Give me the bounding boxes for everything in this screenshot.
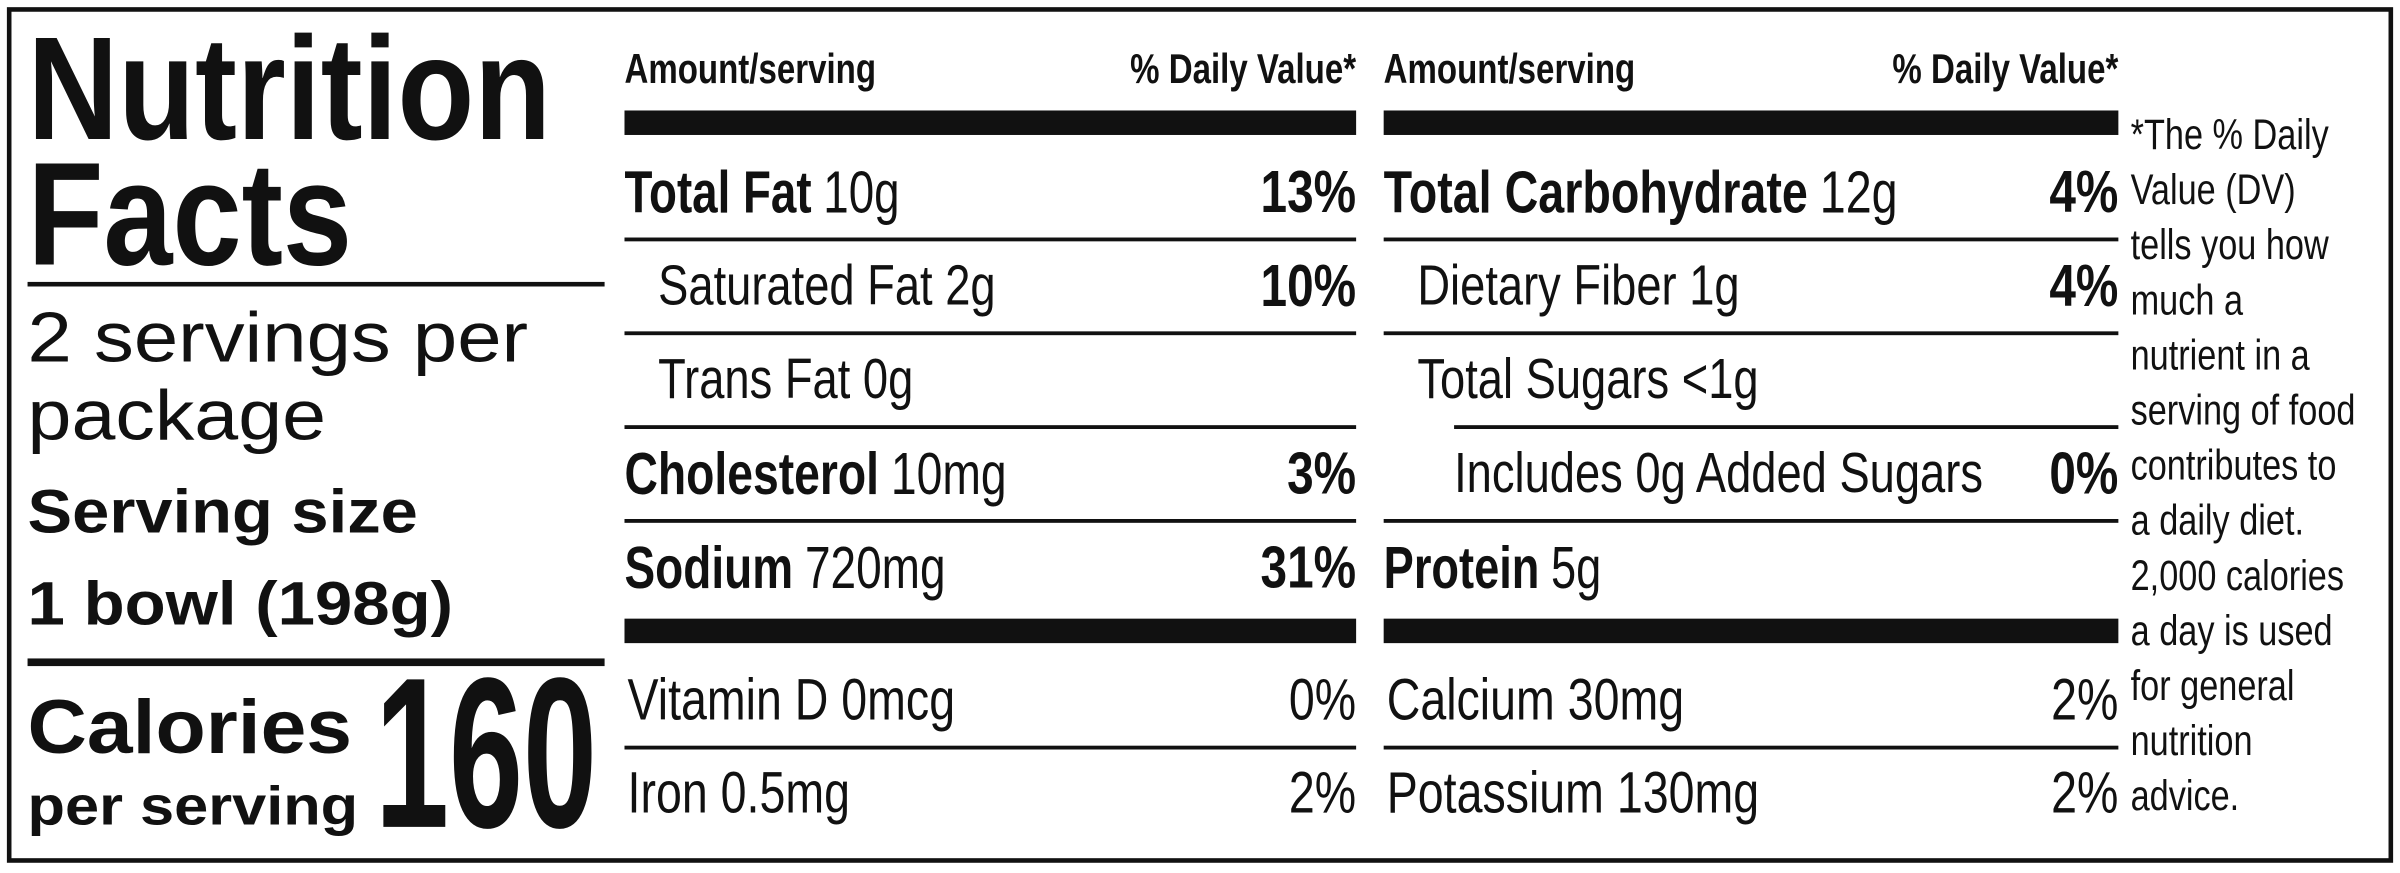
nutrient-name: Saturated Fat 2g xyxy=(658,254,995,317)
row-divider xyxy=(1383,519,2119,523)
footnote-line: 2,000 calories xyxy=(2131,552,2344,600)
footnote-line: *The % Daily xyxy=(2131,111,2330,159)
thick-bar xyxy=(624,618,1357,644)
thick-bar xyxy=(1383,110,2119,135)
daily-value: 10% xyxy=(1261,252,1357,319)
mineral-dv: 2% xyxy=(2051,667,2118,732)
nutrient-amount: 5g xyxy=(1551,533,1601,600)
column-header: % Daily Value* xyxy=(1130,46,1357,92)
footnote-line: for general xyxy=(2131,662,2295,710)
nutrient-amount: 720mg xyxy=(805,533,946,600)
row-divider xyxy=(1383,745,2119,750)
calories-value: 160 xyxy=(375,634,597,873)
thick-bar xyxy=(624,110,1357,135)
serving-size-value: 1 bowl (198g) xyxy=(28,569,454,637)
nutrient-row: Total Sugars <1g xyxy=(1417,348,1758,411)
nutrient-row: Includes 0g Added Sugars xyxy=(1454,442,1983,505)
servings-line: 2 servings per xyxy=(28,298,529,377)
nutrient-name: Includes 0g Added Sugars xyxy=(1454,442,1983,505)
daily-value: 3% xyxy=(1287,440,1356,507)
footnote-line: nutrient in a xyxy=(2131,331,2310,379)
footnote-line: a day is used xyxy=(2131,607,2333,655)
nutrient-name: Total Fat xyxy=(624,158,811,225)
divider xyxy=(27,281,605,287)
footnote-line: serving of food xyxy=(2131,386,2356,434)
nutrient-amount: 10mg xyxy=(891,440,1007,507)
serving-size-label: Serving size xyxy=(28,478,418,546)
nutrient-amount: 12g xyxy=(1820,158,1898,225)
mineral-name: Iron 0.5mg xyxy=(628,761,850,826)
nutrient-amount: 10g xyxy=(823,158,899,225)
nutrient-row: Trans Fat 0g xyxy=(658,348,913,411)
row-divider xyxy=(624,237,1357,242)
nutrient-row: Cholesterol10mg xyxy=(624,440,1006,507)
nutrient-name: Dietary Fiber 1g xyxy=(1417,254,1739,317)
footnote-line: nutrition xyxy=(2131,717,2253,765)
nutrient-row: Dietary Fiber 1g xyxy=(1417,254,1739,317)
row-divider xyxy=(624,745,1357,750)
nutrient-name: Protein xyxy=(1384,533,1540,600)
nutrient-name: Cholesterol xyxy=(624,440,879,507)
row-divider xyxy=(624,425,1357,429)
footnote-line: tells you how xyxy=(2131,221,2330,269)
footnote-line: advice. xyxy=(2131,772,2240,820)
mineral-name: Calcium 30mg xyxy=(1387,667,1684,732)
row-divider xyxy=(1383,331,2119,336)
row-divider xyxy=(1454,425,2119,429)
nutrient-row: Total Fat10g xyxy=(624,158,899,225)
nutrient-row: Total Carbohydrate12g xyxy=(1384,158,1898,225)
nutrient-row: Saturated Fat 2g xyxy=(658,254,995,317)
thick-divider xyxy=(27,658,605,667)
row-divider xyxy=(624,519,1357,523)
mineral-name: Vitamin D 0mcg xyxy=(628,667,956,732)
footnote-line: a daily diet. xyxy=(2131,497,2304,545)
nutrient-row: Sodium720mg xyxy=(624,533,945,600)
title-line: Facts xyxy=(28,133,352,297)
daily-value: 4% xyxy=(2049,252,2118,319)
mineral-dv: 2% xyxy=(1289,761,1356,826)
daily-value: 13% xyxy=(1261,158,1357,225)
footnote-line: contributes to xyxy=(2131,442,2337,490)
nutrient-row: Protein5g xyxy=(1384,533,1602,600)
row-divider xyxy=(624,331,1357,336)
row-divider xyxy=(1383,237,2119,242)
mineral-dv: 2% xyxy=(2051,761,2118,826)
calories-label: per serving xyxy=(28,774,359,836)
label-border xyxy=(6,7,2394,863)
servings-line: package xyxy=(28,376,326,455)
nutrient-name: Sodium xyxy=(624,533,793,600)
nutrient-name: Total Sugars <1g xyxy=(1417,348,1758,411)
mineral-dv: 0% xyxy=(1289,667,1356,732)
footnote-line: much a xyxy=(2131,276,2244,324)
mineral-name: Potassium 130mg xyxy=(1387,761,1759,826)
daily-value: 4% xyxy=(2049,158,2118,225)
nutrient-name: Trans Fat 0g xyxy=(658,348,913,411)
column-header: Amount/serving xyxy=(1384,46,1636,92)
footnote-line: Value (DV) xyxy=(2131,166,2296,214)
daily-value: 31% xyxy=(1261,533,1357,600)
nutrient-name: Total Carbohydrate xyxy=(1384,158,1808,225)
column-header: Amount/serving xyxy=(624,46,876,92)
column-header: % Daily Value* xyxy=(1892,46,2119,92)
daily-value: 0% xyxy=(2049,440,2118,507)
calories-label: Calories xyxy=(28,685,352,770)
thick-bar xyxy=(1383,618,2119,644)
title-line: Nutrition xyxy=(28,7,551,171)
